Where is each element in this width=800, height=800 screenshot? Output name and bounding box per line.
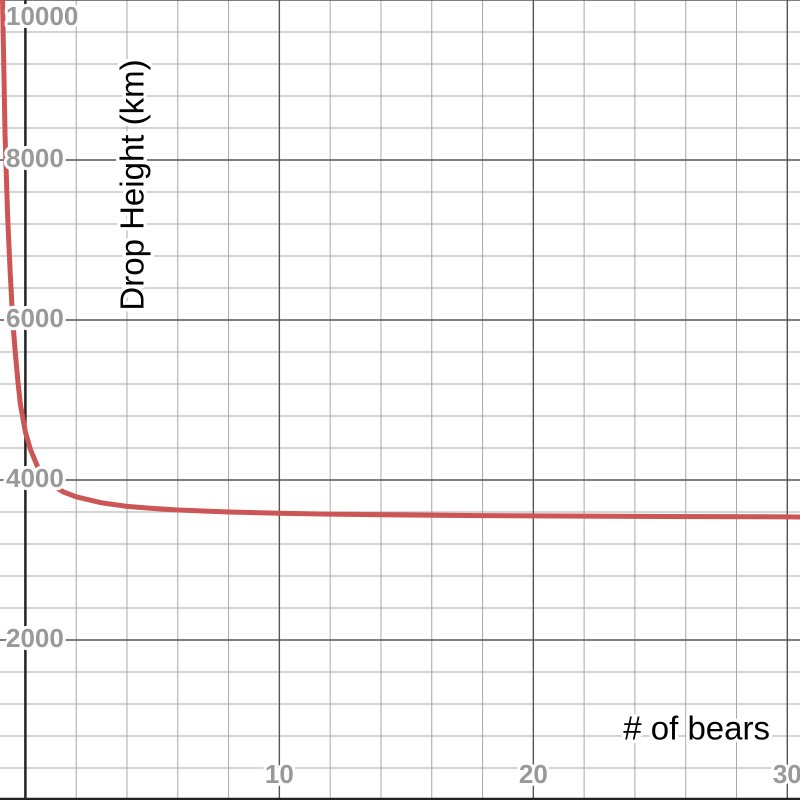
y-tick-label: 2000 bbox=[6, 623, 64, 653]
x-axis-label: # of bears bbox=[623, 710, 770, 747]
y-tick-label: 8000 bbox=[6, 143, 64, 173]
x-tick-label: 30 bbox=[773, 759, 800, 789]
y-tick-label: 4000 bbox=[6, 463, 64, 493]
x-tick-label: 20 bbox=[519, 759, 548, 789]
x-tick-label: 10 bbox=[265, 759, 294, 789]
y-tick-label: 10000 bbox=[6, 1, 78, 31]
y-axis-label: Drop Height (km) bbox=[114, 59, 151, 310]
y-tick-label: 6000 bbox=[6, 303, 64, 333]
